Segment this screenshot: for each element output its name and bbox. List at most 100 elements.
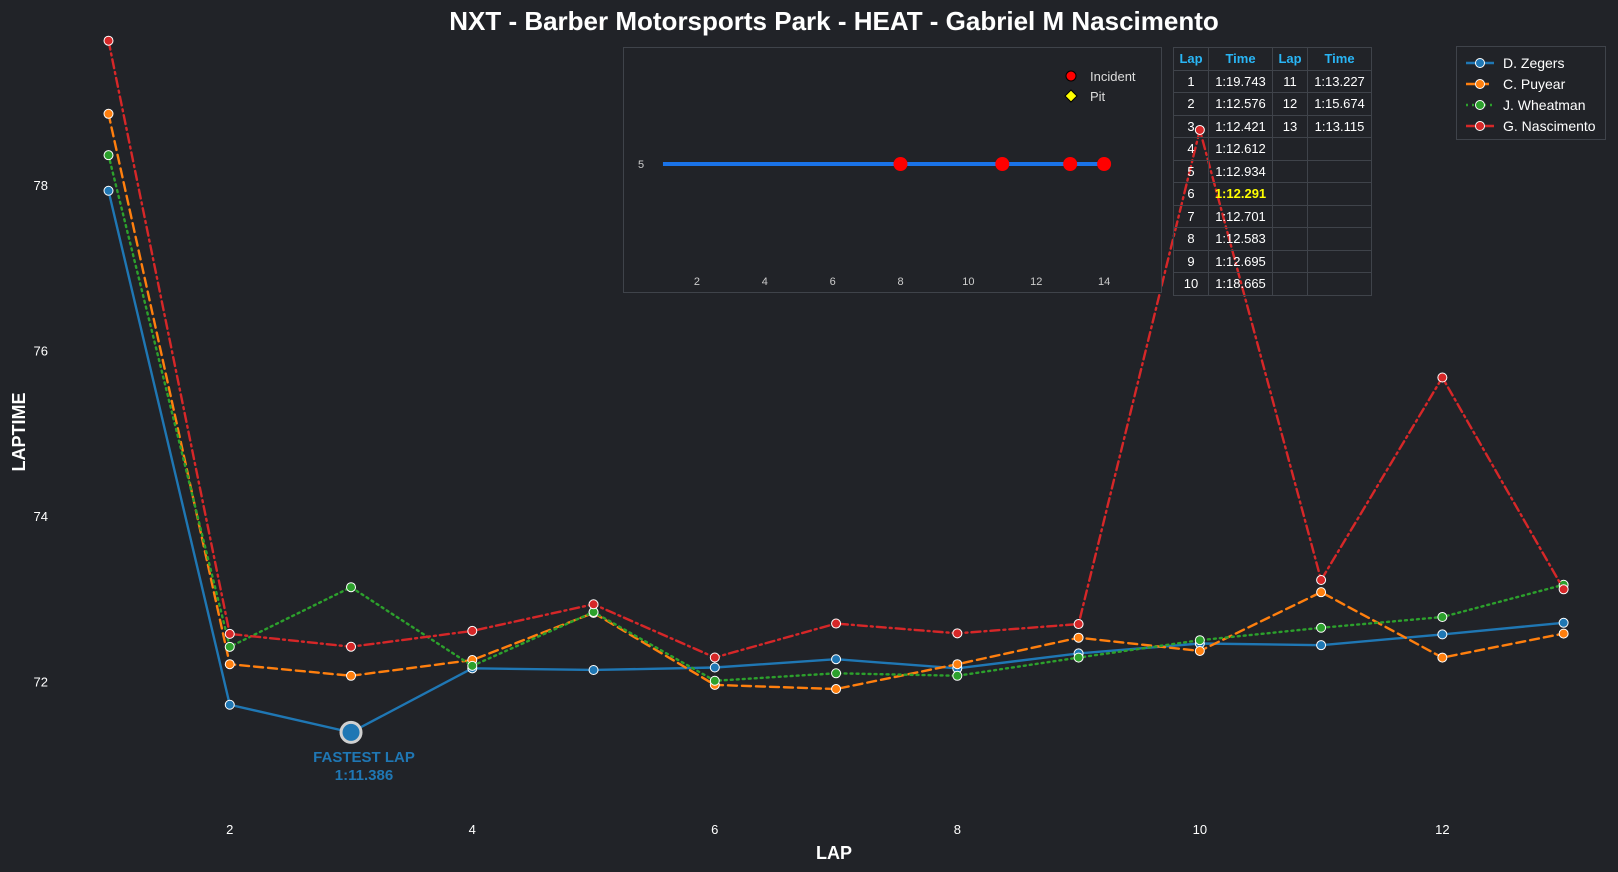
x-tick-labels: 2 4 6 8 10 12 bbox=[226, 822, 1449, 837]
data-point bbox=[1558, 628, 1569, 639]
y-tick-label: 74 bbox=[34, 509, 48, 524]
data-point bbox=[1073, 632, 1084, 643]
legend-swatch bbox=[1466, 78, 1494, 89]
lap-cell: 11 bbox=[1272, 69, 1308, 93]
fastest-lap-label: FASTEST LAP bbox=[313, 749, 415, 766]
legend-item: C. Puyear bbox=[1457, 73, 1605, 94]
lap-cell bbox=[1272, 272, 1308, 296]
lap-cell: 10 bbox=[1173, 272, 1209, 296]
series-layer bbox=[103, 35, 1569, 738]
inset-x-tick-label: 8 bbox=[897, 276, 903, 288]
data-point bbox=[1316, 640, 1327, 651]
y-tick-label: 76 bbox=[34, 344, 48, 359]
header-time: Time bbox=[1208, 47, 1273, 71]
incident-inset-svg: 2 4 6 8 10 12 14 5 Incident Pit bbox=[638, 69, 1136, 288]
data-point bbox=[103, 150, 114, 161]
legend-swatch bbox=[1466, 120, 1494, 131]
table-row: 5 1:12.934 bbox=[1173, 159, 1372, 183]
legend-swatch bbox=[1466, 99, 1494, 110]
data-point bbox=[103, 185, 114, 196]
time-cell: 1:13.227 bbox=[1307, 69, 1372, 93]
inset-x-tick-label: 6 bbox=[830, 276, 836, 288]
pit-legend-marker bbox=[1064, 89, 1078, 103]
lap-cell: 1 bbox=[1173, 69, 1209, 93]
data-point bbox=[831, 668, 842, 679]
data-point bbox=[346, 670, 357, 681]
header-lap: Lap bbox=[1173, 47, 1209, 71]
header-lap: Lap bbox=[1272, 47, 1308, 71]
data-point bbox=[588, 664, 599, 675]
data-point bbox=[709, 652, 720, 663]
time-cell: 1:12.576 bbox=[1208, 92, 1273, 116]
data-point bbox=[224, 641, 235, 652]
inset-marks bbox=[662, 157, 1112, 171]
lap-cell: 12 bbox=[1272, 92, 1308, 116]
x-tick-label: 4 bbox=[469, 822, 476, 837]
y-tick-label: 78 bbox=[34, 178, 48, 193]
inset-x-tick-label: 10 bbox=[962, 276, 974, 288]
lap-cell bbox=[1272, 182, 1308, 206]
time-cell bbox=[1307, 159, 1372, 183]
data-point bbox=[1316, 587, 1327, 598]
data-point bbox=[224, 628, 235, 639]
data-point bbox=[103, 35, 114, 46]
lap-cell bbox=[1272, 137, 1308, 161]
data-point bbox=[831, 684, 842, 695]
data-point bbox=[1558, 617, 1569, 628]
data-point bbox=[1437, 372, 1448, 383]
legend-label: G. Nascimento bbox=[1503, 117, 1596, 134]
data-point bbox=[467, 625, 478, 636]
inset-tick-labels: 2 4 6 8 10 12 14 5 bbox=[638, 159, 1110, 288]
data-point bbox=[1437, 612, 1448, 623]
table-row: 3 1:12.421 13 1:13.115 bbox=[1173, 114, 1372, 138]
lap-cell bbox=[1272, 204, 1308, 228]
header-time: Time bbox=[1307, 47, 1372, 71]
lap-time-table: Lap Time Lap Time 1 1:19.743 11 1:13.227 2 1:… bbox=[1173, 47, 1372, 296]
incident-marker bbox=[893, 157, 908, 171]
lap-cell: 9 bbox=[1173, 249, 1209, 273]
x-tick-label: 2 bbox=[226, 822, 233, 837]
time-cell: 1:12.291 bbox=[1208, 182, 1273, 206]
data-point bbox=[346, 641, 357, 652]
x-tick-label: 8 bbox=[954, 822, 961, 837]
data-point bbox=[709, 675, 720, 686]
inset-legend: Incident Pit bbox=[1064, 69, 1136, 104]
table-row: 9 1:12.695 bbox=[1173, 249, 1372, 273]
time-cell bbox=[1307, 182, 1372, 206]
inset-x-tick-label: 12 bbox=[1030, 276, 1042, 288]
legend-label: J. Wheatman bbox=[1503, 96, 1586, 113]
lap-cell bbox=[1272, 227, 1308, 251]
lap-cell: 3 bbox=[1173, 114, 1209, 138]
legend-item: G. Nascimento bbox=[1457, 115, 1605, 136]
lap-cell bbox=[1272, 249, 1308, 273]
table-row: 2 1:12.576 12 1:15.674 bbox=[1173, 92, 1372, 116]
data-point bbox=[588, 599, 599, 610]
data-point bbox=[224, 659, 235, 670]
y-tick-label: 72 bbox=[34, 675, 48, 690]
lap-cell: 13 bbox=[1272, 114, 1308, 138]
table-row: 7 1:12.701 bbox=[1173, 204, 1372, 228]
table-header-row: Lap Time Lap Time bbox=[1173, 47, 1372, 71]
lap-cell: 7 bbox=[1173, 204, 1209, 228]
data-point bbox=[709, 662, 720, 673]
time-cell bbox=[1307, 204, 1372, 228]
legend-label: C. Puyear bbox=[1503, 75, 1566, 92]
time-cell: 1:12.934 bbox=[1208, 159, 1273, 183]
series-j-wheatman bbox=[103, 150, 1569, 686]
data-point bbox=[224, 699, 235, 710]
time-cell bbox=[1307, 227, 1372, 251]
time-cell: 1:12.421 bbox=[1208, 114, 1273, 138]
table-row: 8 1:12.583 bbox=[1173, 227, 1372, 251]
series-c-puyear bbox=[103, 108, 1569, 695]
legend-swatch bbox=[1466, 57, 1494, 68]
chart-legend: D. Zegers C. Puyear J. Wheatman G. Nascimen… bbox=[1456, 46, 1606, 140]
time-cell: 1:13.115 bbox=[1307, 114, 1372, 138]
data-point bbox=[952, 670, 963, 681]
data-point bbox=[1437, 652, 1448, 663]
fastest-lap-time: 1:11.386 bbox=[335, 767, 393, 784]
chart-title: NXT - Barber Motorsports Park - HEAT - G… bbox=[449, 6, 1219, 36]
inset-x-tick-label: 2 bbox=[694, 276, 700, 288]
data-point bbox=[1194, 635, 1205, 646]
lap-cell: 2 bbox=[1173, 92, 1209, 116]
x-tick-label: 10 bbox=[1193, 822, 1207, 837]
